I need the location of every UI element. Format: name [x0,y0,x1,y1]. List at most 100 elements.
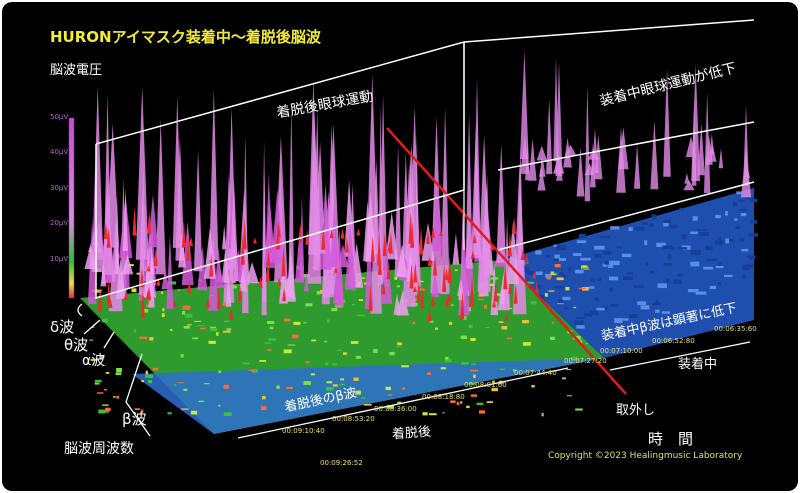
blue-cell [628,314,638,318]
wearing-beta-surface [502,188,759,358]
timestamp-4: 00:07:44:40 [514,369,557,377]
green-cell [293,321,301,325]
blue-cell [664,219,671,223]
green-cell [489,283,495,287]
blue-cell [736,191,742,195]
spike [209,88,219,260]
red-spike [433,255,438,276]
green-cell [541,412,544,417]
chart-title: HURONアイマスク装着中〜着脱後脳波 [50,28,321,46]
green-cell [183,325,190,329]
red-spike [493,278,498,302]
red-spike [329,229,334,239]
green-cell [546,276,551,280]
spike-right [591,128,599,174]
green-cell [571,356,578,360]
blue-cell [677,247,688,250]
green-cell [454,269,458,272]
green-cell [401,365,409,368]
green-cell [276,385,280,389]
blue-cell [608,260,620,266]
green-cell [386,405,394,409]
blue-cell [690,261,700,267]
blue-cell [634,226,645,231]
green-cell [470,338,476,341]
red-spike [277,277,282,285]
green-cell [269,326,274,330]
blue-cell [649,223,654,227]
green-cell [316,291,321,295]
spike [452,233,460,265]
blue-cell [662,245,673,250]
blue-cell [655,309,660,313]
green-cell [133,329,137,333]
band-theta-label: θ波 [64,336,89,354]
blue-cell [690,249,701,255]
green-cell [152,367,159,371]
green-cell [203,383,210,385]
blue-cell [665,278,670,283]
blue-cell [568,267,572,272]
red-spike [520,249,525,260]
blue-cell [692,216,698,221]
green-cell [385,386,391,391]
red-spike [413,262,418,283]
green-cell [190,410,198,415]
red-spike [445,295,449,307]
green-cell [96,392,104,394]
green-cell [231,280,236,284]
blue-cell [644,240,648,246]
blue-cell [609,287,614,292]
blue-cell [735,226,741,229]
green-cell [268,338,277,341]
green-cell [419,288,425,291]
blue-cell [538,294,546,299]
green-cell [461,362,469,365]
spike-right [683,180,695,191]
voltage-color-scale [68,117,75,299]
green-cell [449,321,453,325]
blue-cell [545,273,552,278]
red-spike [216,287,221,309]
blue-cell [663,223,669,227]
green-cell [389,351,395,356]
red-spike [123,292,128,300]
red-spike [237,284,242,301]
x-axis-label: 時 間 [648,430,694,448]
blue-cell [715,214,721,219]
green-cell [105,372,110,374]
green-cell [161,313,165,317]
green-cell [530,301,537,305]
red-spike [240,235,245,265]
blue-cell [535,284,541,289]
depth-axis-label: 脳波周波数 [64,441,134,457]
spike [115,257,126,299]
red-spike [447,255,452,284]
green-cell [182,311,186,315]
green-cell [585,343,588,345]
red-spike [427,307,432,322]
bracket-after-time [237,367,569,439]
spike-right [697,122,705,176]
red-spike [140,289,145,318]
red-spike [146,265,151,272]
blue-cell [596,307,605,311]
green-cell [134,408,141,410]
green-cell [353,377,359,381]
spike [161,268,169,290]
spike-right [537,167,546,191]
blue-cell [696,228,708,231]
red-spike [187,279,192,293]
blue-cell [667,254,672,260]
red-spike [344,236,349,253]
green-cell [139,336,148,340]
green-cell [180,354,184,358]
blue-cell [594,297,599,302]
blue-cell [742,265,750,270]
timestamp-6: 00:08:18:80 [422,393,465,401]
green-cell [353,289,356,291]
red-spike [444,268,449,281]
blue-cell [741,249,749,252]
spike [91,85,104,272]
red-spike [427,256,432,266]
